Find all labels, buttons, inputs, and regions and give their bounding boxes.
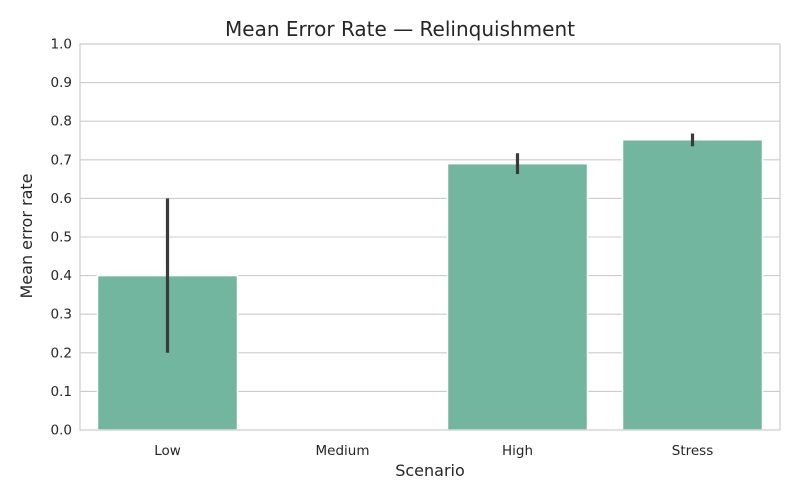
- x-tick-label-stress: Stress: [672, 443, 714, 459]
- y-tick-label: 0.5: [51, 230, 72, 246]
- x-tick-label-low: Low: [154, 443, 181, 459]
- x-tick-label-high: High: [502, 443, 533, 459]
- y-tick-label: 0.8: [51, 114, 72, 130]
- y-axis-label: Mean error rate: [17, 174, 36, 299]
- y-tick-label: 1.0: [51, 37, 72, 53]
- bar-high: [446, 162, 589, 431]
- y-tick-label: 0.1: [51, 384, 72, 400]
- y-tick-label: 0.7: [51, 152, 72, 168]
- y-tick-label: 0.4: [51, 268, 72, 284]
- x-tick-label-medium: Medium: [316, 443, 370, 459]
- y-tick-label: 0.6: [51, 191, 72, 207]
- bar-stress: [621, 138, 764, 431]
- chart-title: Mean Error Rate — Relinquishment: [225, 17, 575, 41]
- y-tick-label: 0.2: [51, 345, 72, 361]
- plot-frame: [79, 43, 781, 431]
- bars: [96, 138, 764, 431]
- y-tick-label: 0.3: [51, 307, 72, 323]
- error-bars: [165, 133, 695, 353]
- x-axis-label: Scenario: [395, 461, 465, 480]
- y-tick-label: 0.0: [51, 423, 72, 439]
- x-tick-labels: Low Medium High Stress: [154, 443, 713, 459]
- y-tick-label: 0.9: [51, 75, 72, 91]
- y-tick-labels: 0.0 0.1 0.2 0.3 0.4 0.5 0.6 0.7 0.8 0.9 1.0: [51, 37, 72, 439]
